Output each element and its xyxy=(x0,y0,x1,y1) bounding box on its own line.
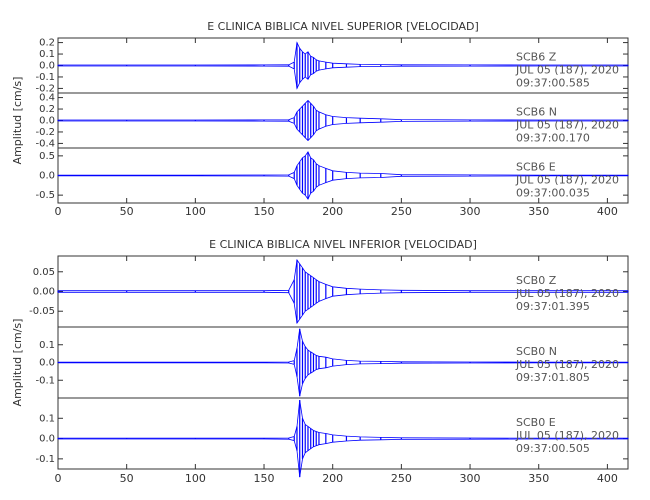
trace-envelope-upper xyxy=(58,99,628,121)
trace-date: JUL 05 (187), 2020 xyxy=(515,173,619,186)
y-tick-label: 0.5 xyxy=(39,151,55,162)
x-tick-label: 300 xyxy=(460,205,481,218)
x-tick-label: 250 xyxy=(391,472,412,485)
trace-date: JUL 05 (187), 2020 xyxy=(515,287,619,300)
trace-station: SCB0 Z xyxy=(516,274,557,287)
trace-station: SCB6 Z xyxy=(516,50,557,63)
x-tick-label: 400 xyxy=(597,472,618,485)
trace-envelope-lower xyxy=(58,291,628,325)
y-tick-label: 0.0 xyxy=(39,434,55,445)
y-tick-label: -0.1 xyxy=(35,72,55,83)
y-tick-label: -0.1 xyxy=(35,454,55,465)
y-tick-label: -0.5 xyxy=(35,190,55,201)
trace-date: JUL 05 (187), 2020 xyxy=(515,358,619,371)
panel-frame xyxy=(57,397,629,470)
x-tick-label: 250 xyxy=(391,205,412,218)
trace-envelope-lower xyxy=(58,362,628,397)
trace-date: JUL 05 (187), 2020 xyxy=(515,118,619,131)
trace-envelope-lower xyxy=(58,438,628,478)
trace-time: 09:37:00.505 xyxy=(516,442,590,455)
trace-date: JUL 05 (187), 2020 xyxy=(515,429,619,442)
y-tick-label: -0.1 xyxy=(35,375,55,386)
trace-envelope-upper xyxy=(58,258,628,292)
x-tick-label: 350 xyxy=(528,472,549,485)
y-axis-label: Amplitud [cm/s] xyxy=(11,77,24,165)
y-tick-label: 0.0 xyxy=(39,61,55,72)
x-tick-label: 350 xyxy=(528,205,549,218)
y-tick-label: 0.05 xyxy=(33,267,55,278)
x-tick-label: 0 xyxy=(55,205,62,218)
x-tick-label: 50 xyxy=(120,472,134,485)
x-tick-label: 100 xyxy=(185,205,206,218)
y-tick-label: 0.2 xyxy=(39,104,55,115)
x-tick-label: 200 xyxy=(322,472,343,485)
trace-envelope-upper xyxy=(58,151,628,176)
y-tick-label: 0.00 xyxy=(33,287,55,298)
trace-envelope-upper xyxy=(58,399,628,439)
y-tick-label: 0.0 xyxy=(39,358,55,369)
trace-station: SCB0 N xyxy=(516,345,557,358)
x-tick-label: 50 xyxy=(120,205,134,218)
trace-time: 09:37:01.395 xyxy=(516,300,590,313)
y-tick-label: -0.4 xyxy=(35,138,55,149)
trace-envelope-lower xyxy=(58,65,628,90)
y-tick-label: 0.1 xyxy=(39,49,55,60)
y-axis-label: Amplitud [cm/s] xyxy=(11,319,24,407)
y-tick-label: 0.2 xyxy=(39,38,55,49)
y-tick-label: 0.1 xyxy=(39,413,55,424)
y-tick-label: 0.1 xyxy=(39,340,55,351)
trace-station: SCB0 E xyxy=(516,416,556,429)
x-tick-label: 200 xyxy=(322,205,343,218)
chart-title: E CLINICA BIBLICA NIVEL SUPERIOR [VELOCI… xyxy=(207,20,479,33)
y-tick-label: -0.05 xyxy=(29,306,55,317)
x-tick-label: 100 xyxy=(185,472,206,485)
trace-time: 09:37:00.170 xyxy=(516,131,590,144)
y-tick-label: -0.2 xyxy=(35,83,55,94)
trace-time: 09:37:01.805 xyxy=(516,371,590,384)
trace-envelope-upper xyxy=(58,328,628,363)
x-tick-label: 150 xyxy=(254,472,275,485)
trace-envelope-lower xyxy=(58,120,628,142)
trace-station: SCB6 N xyxy=(516,105,557,118)
trace-date: JUL 05 (187), 2020 xyxy=(515,63,619,76)
trace-time: 09:37:00.035 xyxy=(516,186,590,199)
x-tick-label: 300 xyxy=(460,472,481,485)
trace-envelope-upper xyxy=(58,41,628,66)
trace-time: 09:37:00.585 xyxy=(516,76,590,89)
x-tick-label: 400 xyxy=(597,205,618,218)
x-tick-label: 150 xyxy=(254,205,275,218)
trace-envelope-lower xyxy=(58,175,628,200)
y-tick-label: 0.4 xyxy=(39,93,55,104)
y-tick-label: 0.0 xyxy=(39,116,55,127)
x-tick-label: 0 xyxy=(55,472,62,485)
y-tick-label: 0.0 xyxy=(39,171,55,182)
y-tick-label: -0.2 xyxy=(35,127,55,138)
chart-title: E CLINICA BIBLICA NIVEL INFERIOR [VELOCI… xyxy=(209,238,477,251)
trace-station: SCB6 E xyxy=(516,160,556,173)
